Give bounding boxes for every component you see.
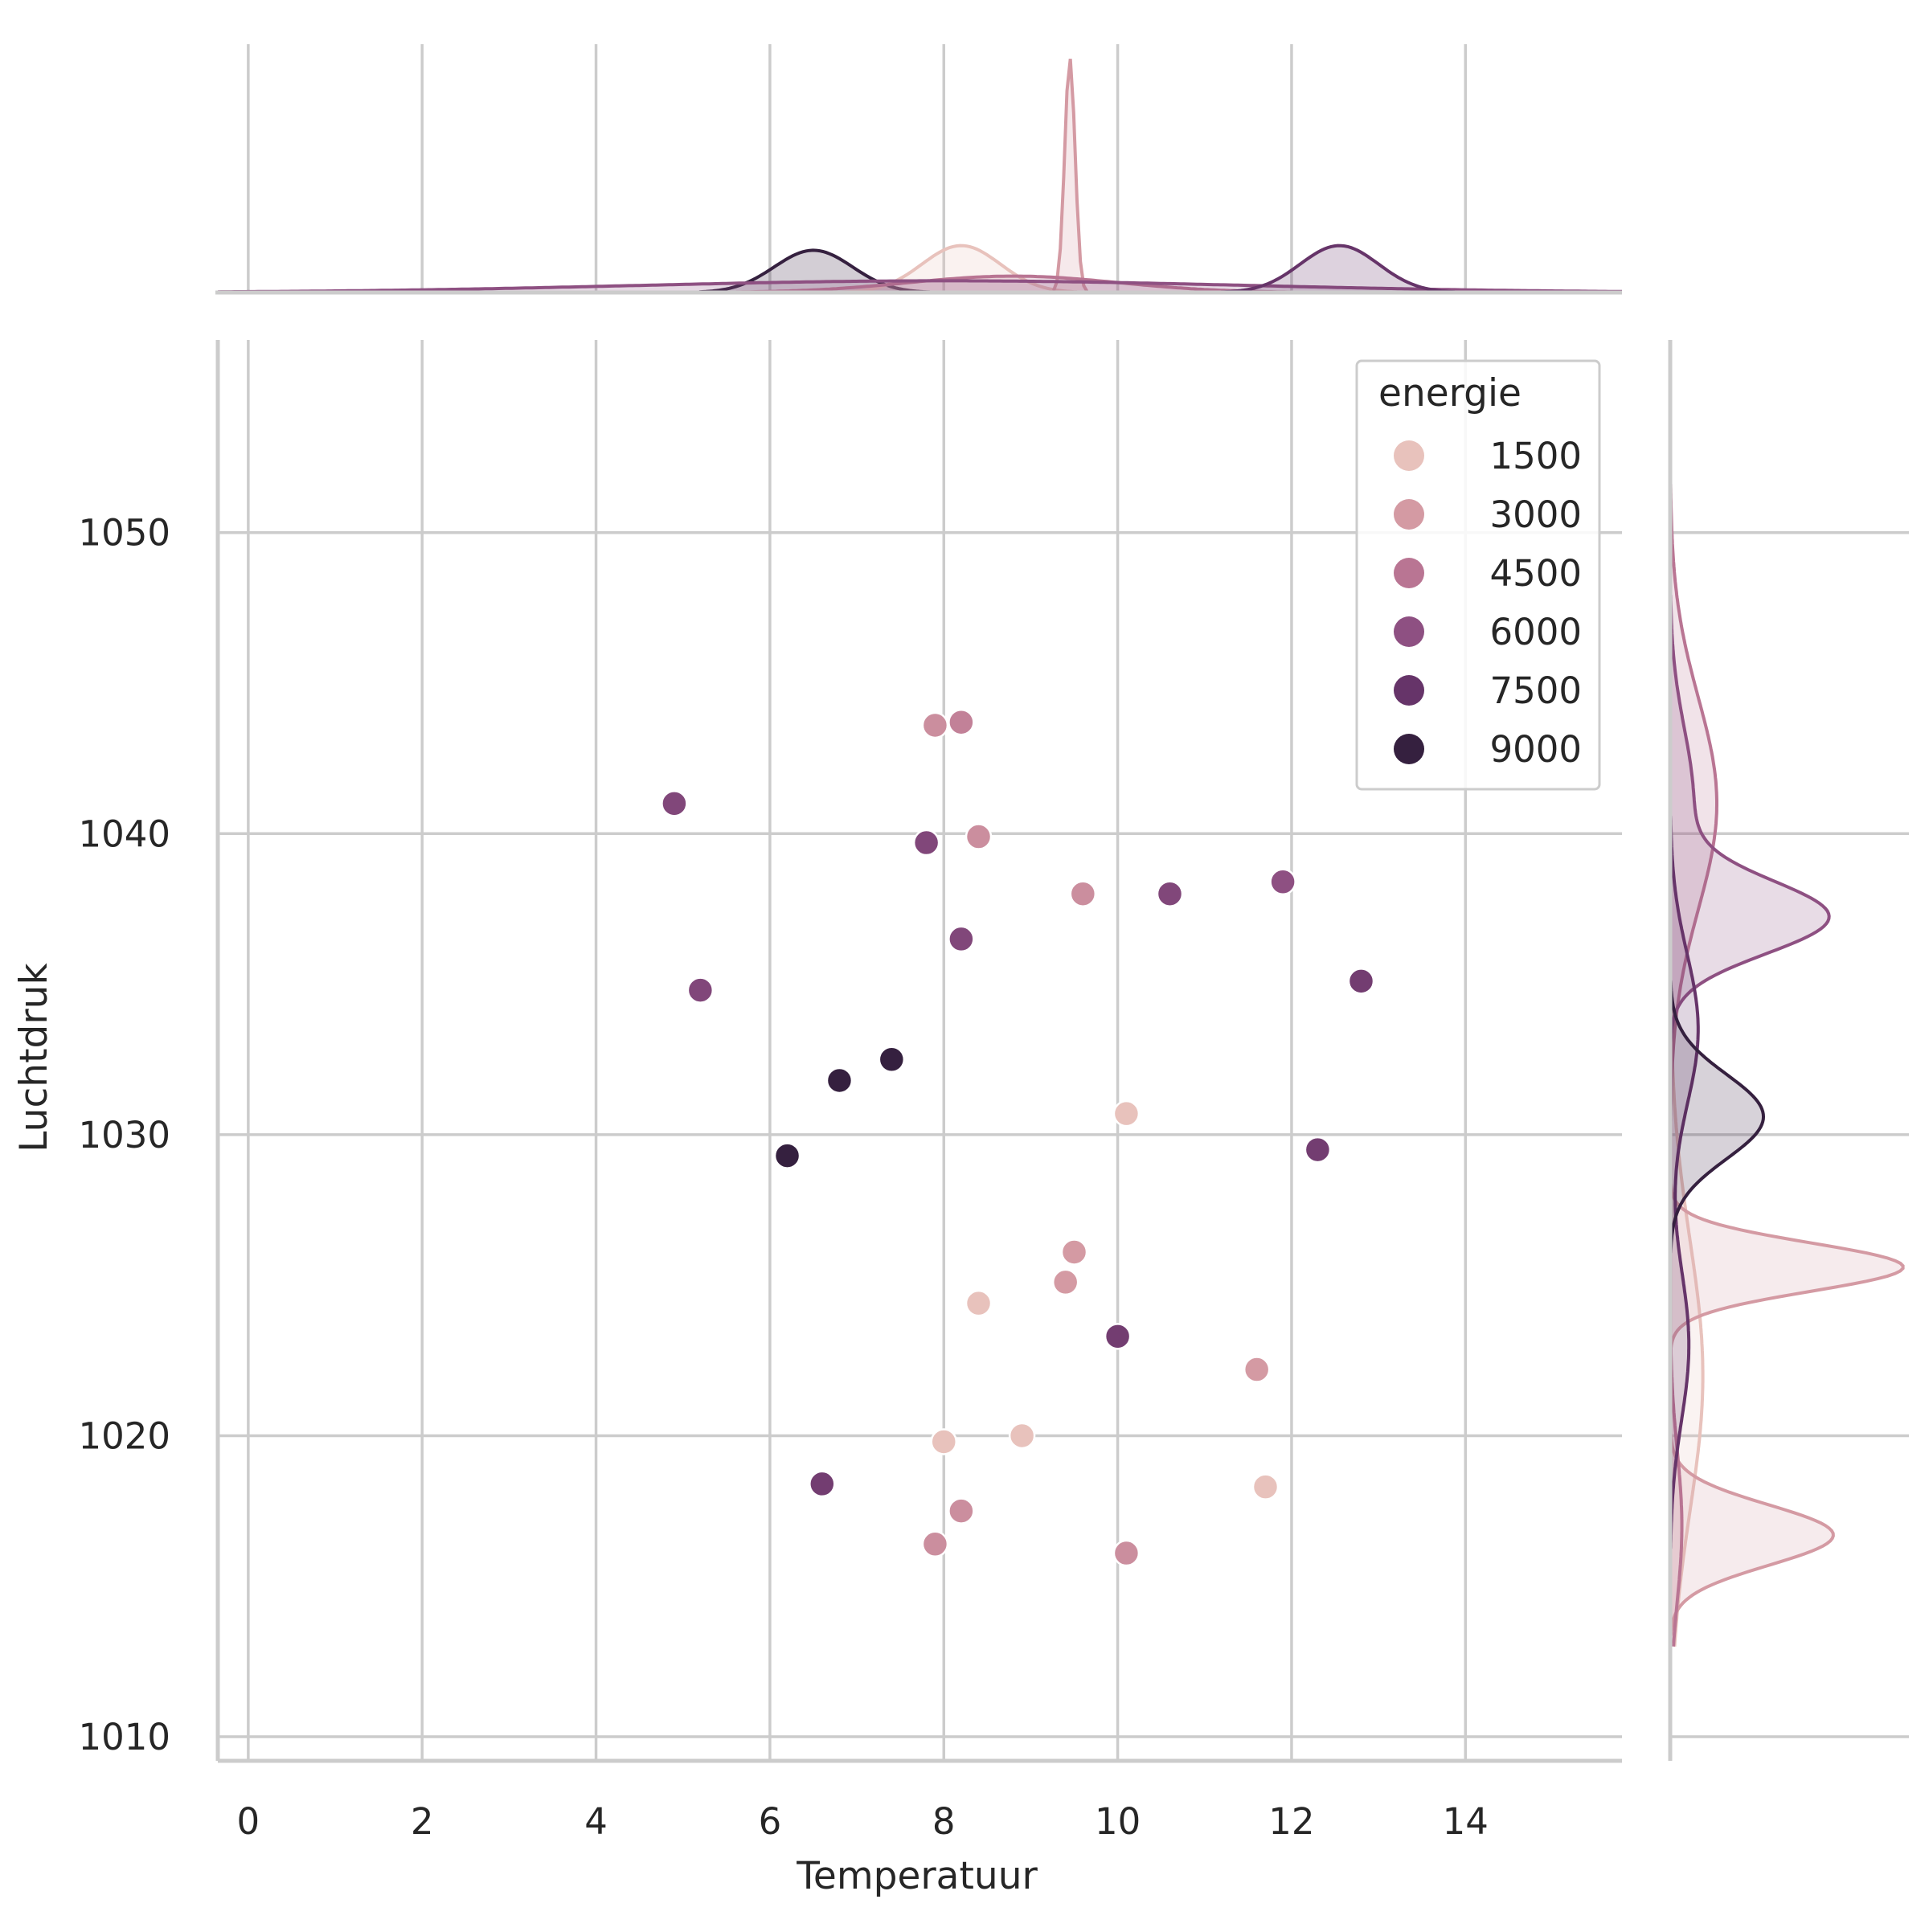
kde-line-y-9000	[1669, 980, 1766, 1254]
marginal-x-kde	[217, 58, 1622, 294]
kde-line-y-6000	[1669, 595, 1831, 1042]
legend-marker-9000	[1394, 734, 1424, 764]
legend: energie 1500 3000 4500 6000 7500 9000	[1355, 359, 1601, 791]
x-tick-label: 6	[759, 1800, 782, 1843]
legend-label-9000: 9000	[1489, 728, 1582, 771]
marginal-y-kde	[1669, 484, 1905, 1647]
y-tick-label: 1040	[78, 813, 170, 855]
y-tick-label: 1010	[78, 1716, 170, 1758]
x-tick-label: 4	[584, 1800, 608, 1843]
legend-marker-4500	[1394, 558, 1424, 588]
legend-label-1500: 1500	[1489, 435, 1582, 477]
data-point	[1104, 1323, 1132, 1350]
legend-marker-7500	[1394, 675, 1424, 706]
kde-line-x-6000	[217, 279, 1622, 294]
data-point	[930, 1428, 957, 1455]
x-tick-label: 2	[411, 1800, 434, 1843]
kde-line-x-3000	[1052, 58, 1089, 293]
data-point	[1304, 1136, 1332, 1164]
kde-area-y-6000	[1670, 595, 1829, 1042]
data-point	[948, 925, 975, 953]
data-point	[1112, 1539, 1141, 1567]
kde-line-x-4500	[735, 274, 1292, 294]
kde-line-y-4500	[1669, 484, 1718, 1647]
data-point	[1060, 1238, 1088, 1266]
kde-area-y-7500	[1670, 816, 1698, 1549]
legend-label-7500: 7500	[1489, 669, 1582, 712]
data-point	[964, 1289, 993, 1317]
data-point	[921, 711, 949, 739]
data-point	[661, 790, 688, 817]
data-point	[912, 829, 940, 857]
data-point	[773, 1142, 801, 1169]
legend-title: energie	[1378, 371, 1521, 415]
x-tick-label: 0	[237, 1800, 260, 1843]
data-point	[825, 1066, 854, 1095]
data-point	[1051, 1268, 1079, 1296]
data-point	[964, 823, 993, 850]
x-tick-label: 14	[1443, 1800, 1489, 1843]
data-point	[878, 1046, 906, 1073]
kde-area-y-4500	[1670, 484, 1717, 1647]
legend-marker-1500	[1394, 440, 1424, 471]
kde-line-y-7500	[1669, 816, 1700, 1549]
kde-line-x-9000	[698, 248, 931, 294]
tick-labels: 0 2 4 6 8 10 12 14 1010 1020 1030 1040 1050	[78, 512, 1488, 1843]
kde-line-x-7500	[1220, 244, 1456, 294]
x-tick-label: 8	[932, 1800, 956, 1843]
legend-label-6000: 6000	[1489, 611, 1582, 653]
kde-area-x-4500	[735, 276, 1292, 293]
x-axis-label: Temperatuur	[796, 1854, 1038, 1898]
data-point	[1243, 1356, 1271, 1383]
data-point	[1347, 968, 1375, 995]
y-tick-label: 1020	[78, 1414, 170, 1457]
axes-spines	[215, 290, 1673, 1763]
y-tick-label: 1030	[78, 1114, 170, 1156]
legend-marker-3000	[1394, 499, 1424, 530]
kde-area-x-6000	[218, 280, 1622, 293]
data-point	[809, 1470, 836, 1498]
legend-marker-6000	[1394, 616, 1424, 647]
y-axis-label: Luchtdruk	[12, 963, 56, 1152]
data-point	[1008, 1422, 1036, 1450]
grid	[218, 44, 1909, 1761]
scatter-points	[661, 708, 1375, 1567]
x-tick-label: 10	[1095, 1800, 1141, 1843]
y-tick-label: 1050	[78, 512, 170, 555]
kde-area-x-7500	[1220, 245, 1455, 293]
data-point	[1112, 1099, 1141, 1128]
data-point	[686, 976, 715, 1004]
data-point	[1156, 880, 1184, 907]
data-point	[948, 1497, 975, 1525]
x-tick-label: 12	[1268, 1800, 1314, 1843]
kde-area-y-3000	[1670, 1183, 1903, 1636]
legend-label-4500: 4500	[1489, 552, 1582, 595]
data-point	[921, 1530, 949, 1558]
data-point	[1269, 868, 1296, 895]
kde-line-y-3000	[1669, 1183, 1905, 1637]
legend-label-3000: 3000	[1489, 493, 1582, 536]
data-point	[1069, 880, 1097, 907]
data-point	[1251, 1473, 1280, 1500]
data-point	[948, 708, 975, 736]
